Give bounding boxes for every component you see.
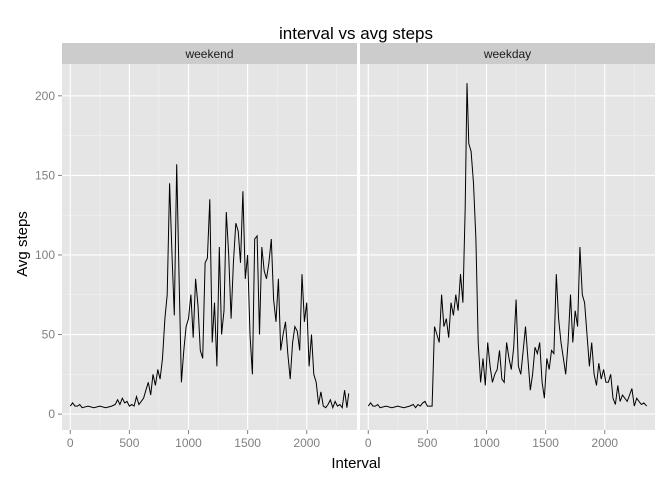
y-tick-label: 0	[48, 407, 55, 421]
x-tick-label: 1500	[234, 436, 261, 450]
x-tick-label: 1000	[473, 436, 500, 450]
panel-background	[360, 64, 655, 430]
y-tick-label: 200	[35, 89, 55, 103]
x-tick-label: 2000	[591, 436, 618, 450]
series-line-weekend	[69, 164, 350, 410]
x-tick-label: 0	[67, 436, 74, 450]
x-tick-label: 0	[365, 436, 372, 450]
strip-label-weekend: weekend	[184, 47, 233, 61]
y-axis-label: Avg steps	[14, 211, 31, 277]
x-tick-label: 1500	[532, 436, 559, 450]
x-axis-label: Interval	[331, 455, 380, 472]
series-line-weekday	[367, 83, 648, 409]
y-tick-label: 100	[35, 248, 55, 262]
panel-weekday: weekday 0 500 1000 1500 2000	[360, 43, 655, 450]
panel-weekend: weekend 0 500 1000 1500 2000 0 50 100 150 200	[35, 43, 357, 450]
y-tick-label: 50	[42, 328, 56, 342]
x-tick-label: 2000	[293, 436, 320, 450]
x-tick-label: 1000	[175, 436, 202, 450]
chart-title: interval vs avg steps	[279, 24, 433, 43]
facet-panels: weekend 0 500 1000 1500 2000 0 50 100 150 200 weekd…	[35, 43, 655, 450]
panel-background	[62, 64, 357, 430]
y-tick-label: 150	[35, 168, 55, 182]
x-tick-label: 500	[119, 436, 139, 450]
strip-label-weekday: weekday	[483, 47, 531, 61]
x-tick-label: 500	[417, 436, 437, 450]
strip-weekend	[62, 43, 357, 64]
strip-weekday	[360, 43, 655, 64]
